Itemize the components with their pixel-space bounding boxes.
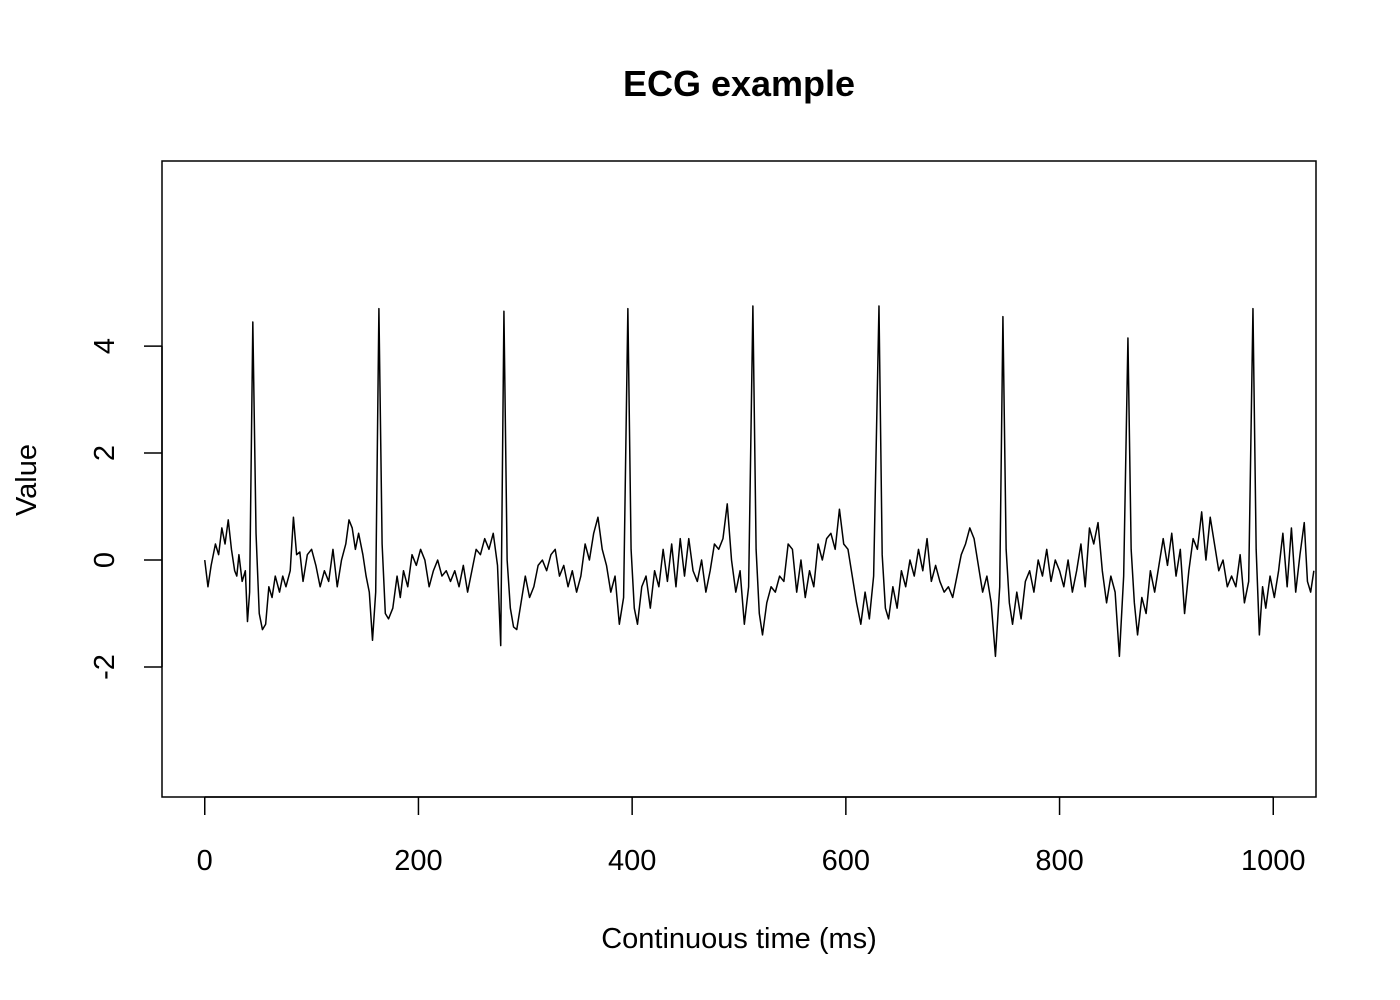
y-axis-label: Value	[11, 444, 43, 516]
x-tick-label: 800	[1035, 845, 1083, 877]
y-tick-label: 0	[89, 552, 121, 568]
y-tick-label: -2	[89, 654, 121, 680]
x-tick-label: 1000	[1241, 845, 1306, 877]
chart-title: ECG example	[623, 63, 855, 104]
x-tick-label: 400	[608, 845, 656, 877]
plot-frame	[161, 160, 1317, 798]
x-tick-label: 200	[394, 845, 442, 877]
ecg-line	[203, 305, 1315, 658]
x-tick-label: 0	[197, 845, 213, 877]
x-tick-label: 600	[822, 845, 870, 877]
x-axis-label: Continuous time (ms)	[601, 923, 877, 955]
y-tick-label: 4	[89, 338, 121, 354]
y-tick-label: 2	[89, 445, 121, 461]
